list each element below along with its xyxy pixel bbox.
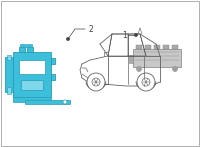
- FancyBboxPatch shape: [129, 55, 133, 63]
- FancyBboxPatch shape: [133, 49, 181, 67]
- Circle shape: [88, 78, 92, 82]
- Polygon shape: [7, 87, 11, 94]
- Circle shape: [142, 78, 150, 86]
- Polygon shape: [19, 60, 45, 74]
- Polygon shape: [20, 44, 32, 47]
- FancyBboxPatch shape: [136, 45, 142, 49]
- Text: 2: 2: [88, 25, 93, 34]
- Polygon shape: [21, 80, 43, 90]
- Circle shape: [92, 78, 100, 86]
- Circle shape: [172, 66, 178, 71]
- FancyBboxPatch shape: [172, 45, 178, 49]
- Circle shape: [136, 66, 142, 71]
- Circle shape: [135, 34, 137, 36]
- FancyBboxPatch shape: [163, 45, 169, 49]
- Polygon shape: [27, 47, 33, 52]
- Circle shape: [87, 73, 105, 91]
- Polygon shape: [5, 57, 13, 92]
- Polygon shape: [51, 58, 55, 64]
- Polygon shape: [13, 97, 51, 102]
- Circle shape: [137, 73, 155, 91]
- Circle shape: [63, 100, 67, 104]
- Polygon shape: [51, 74, 55, 80]
- Circle shape: [67, 38, 69, 40]
- Polygon shape: [19, 47, 25, 52]
- Polygon shape: [25, 100, 70, 104]
- Polygon shape: [13, 52, 51, 97]
- FancyBboxPatch shape: [154, 45, 160, 49]
- FancyBboxPatch shape: [145, 45, 151, 49]
- Polygon shape: [7, 55, 11, 60]
- Text: 1: 1: [122, 30, 127, 40]
